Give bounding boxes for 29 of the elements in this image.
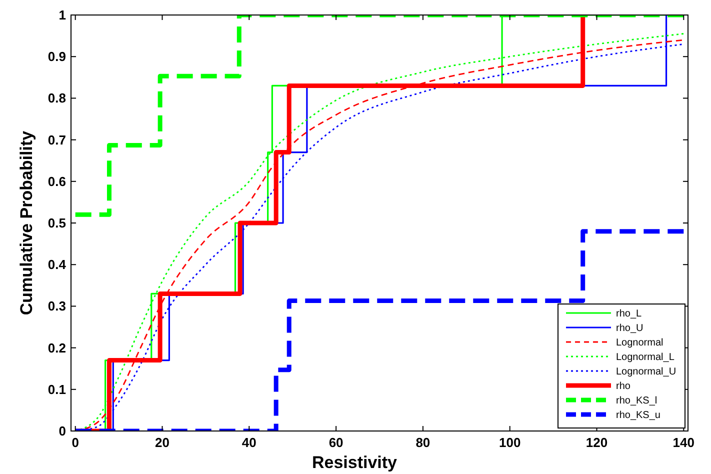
x-tick-label: 60 (328, 435, 344, 450)
x-tick-label: 40 (242, 435, 256, 450)
legend-label: Lognormal (616, 338, 664, 348)
legend-label: rho (616, 381, 631, 392)
legend-label: rho_U (616, 323, 644, 334)
y-tick-label: 0.7 (48, 132, 66, 148)
y-tick-label: 0.4 (48, 257, 67, 272)
x-tick-label: 80 (416, 435, 430, 450)
x-tick-label: 100 (499, 435, 521, 450)
x-tick-label: 0 (72, 435, 79, 450)
legend-label: rho_KS_u (616, 410, 660, 421)
y-tick-label: 0.9 (48, 49, 66, 64)
x-tick-label: 120 (586, 435, 608, 450)
y-tick-label: 0.3 (48, 298, 66, 314)
legend-label: Lognormal_L (616, 352, 675, 363)
legend-label: Lognormal_U (616, 366, 676, 378)
y-tick-label: 0.6 (48, 174, 66, 189)
y-tick-label: 0.1 (48, 382, 66, 397)
legend-label: rho_KS_l (616, 396, 658, 406)
x-axis-title: Resistivity (312, 453, 398, 472)
x-tick-label: 20 (155, 435, 170, 450)
legend-label: rho_L (616, 308, 642, 320)
y-tick-label: 0.5 (48, 216, 66, 230)
x-tick-label: 140 (672, 435, 695, 450)
y-tick-label: 0 (58, 424, 66, 438)
y-axis-title: Cumulative Probability (17, 130, 36, 316)
y-tick-label: 0.2 (48, 340, 66, 356)
y-tick-label: 0.8 (48, 90, 66, 106)
y-tick-label: 1 (58, 8, 66, 22)
